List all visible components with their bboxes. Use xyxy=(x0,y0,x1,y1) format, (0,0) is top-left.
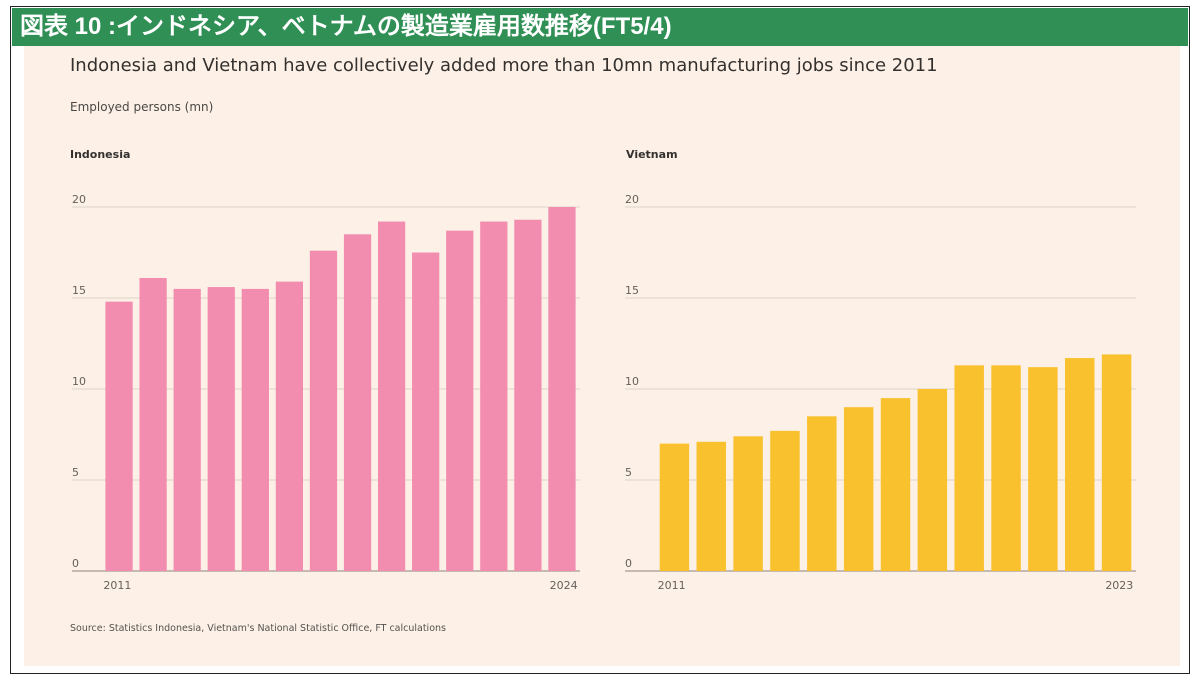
indonesia-bar-2021 xyxy=(446,230,474,571)
vietnam-y-tick-label: 5 xyxy=(625,466,632,479)
vietnam-bar-2021 xyxy=(1028,367,1058,571)
indonesia-y-tick-label: 15 xyxy=(72,284,86,297)
indonesia-bar-2012 xyxy=(139,277,167,571)
vietnam-bar-2016 xyxy=(843,407,874,571)
indonesia-chart-title: Indonesia xyxy=(70,148,131,161)
indonesia-bar-2015 xyxy=(241,288,269,571)
vietnam-bar-2019 xyxy=(954,365,984,571)
indonesia-bar-2016 xyxy=(275,281,304,571)
indonesia-y-tick-label: 0 xyxy=(72,557,79,570)
indonesia-bar-chart: 0 5 10 15 20 2011 2024 xyxy=(72,193,580,592)
indonesia-bar-2020 xyxy=(412,252,440,571)
vietnam-bar-2022 xyxy=(1064,358,1095,571)
indonesia-y-tick-label: 10 xyxy=(72,375,86,388)
vietnam-bar-chart: 0 5 10 15 20 2011 2023 xyxy=(625,193,1136,592)
vietnam-chart-title: Vietnam xyxy=(626,148,678,161)
indonesia-bar-2014 xyxy=(207,287,235,571)
indonesia-bar-2024 xyxy=(548,207,576,571)
vietnam-bar-2011 xyxy=(659,443,690,571)
source-note: Source: Statistics Indonesia, Vietnam's … xyxy=(70,623,446,634)
indonesia-bar-2023 xyxy=(514,219,542,572)
indonesia-bar-2019 xyxy=(377,221,406,571)
vietnam-y-tick-label: 10 xyxy=(625,375,639,388)
figure-header: 図表 10 :インドネシア、ベトナムの製造業雇用数推移(FT5/4) xyxy=(12,8,1188,46)
vietnam-bar-2023 xyxy=(1101,354,1132,571)
indonesia-x-tick-label: 2024 xyxy=(550,579,578,592)
vietnam-y-tick-label: 15 xyxy=(625,284,639,297)
indonesia-bar-2017 xyxy=(309,250,338,571)
vietnam-bar-2014 xyxy=(770,430,800,571)
figure-title: 図表 10 :インドネシア、ベトナムの製造業雇用数推移(FT5/4) xyxy=(20,13,672,40)
vietnam-bar-2013 xyxy=(733,436,763,571)
vietnam-bar-2017 xyxy=(880,398,911,571)
indonesia-bar-2022 xyxy=(480,221,508,571)
vietnam-y-tick-label: 0 xyxy=(625,557,632,570)
indonesia-bar-2018 xyxy=(343,234,372,572)
indonesia-bar-2013 xyxy=(173,288,201,571)
indonesia-y-tick-label: 20 xyxy=(72,193,86,206)
vietnam-x-tick-label: 2023 xyxy=(1105,579,1133,592)
chart-subtitle: Indonesia and Vietnam have collectively … xyxy=(70,55,938,76)
unit-label: Employed persons (mn) xyxy=(70,100,214,114)
vietnam-x-tick-label: 2011 xyxy=(658,579,686,592)
vietnam-bar-2018 xyxy=(917,389,948,571)
vietnam-y-tick-label: 20 xyxy=(625,193,639,206)
vietnam-bar-2015 xyxy=(807,416,837,571)
vietnam-bar-2012 xyxy=(696,441,727,571)
indonesia-x-tick-label: 2011 xyxy=(103,579,131,592)
indonesia-y-tick-label: 5 xyxy=(72,466,79,479)
indonesia-bar-2011 xyxy=(105,301,133,571)
vietnam-bar-2020 xyxy=(991,365,1021,571)
